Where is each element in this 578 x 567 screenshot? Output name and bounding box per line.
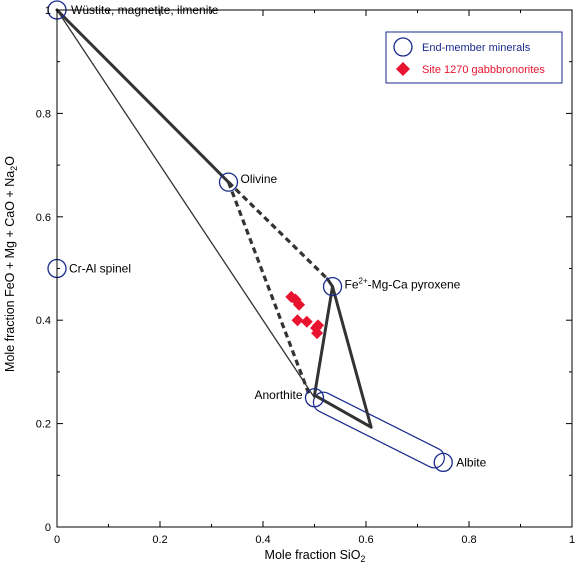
legend-circle-marker — [393, 37, 413, 57]
legend-diamond-marker — [396, 62, 410, 76]
x-tick-label: 0 — [54, 534, 60, 546]
y-axis-label-subscript: 2 — [9, 166, 19, 171]
y-axis-label: Mole fraction FeO + Mg + CaO + Na2O — [3, 156, 19, 372]
x-tick-label: 0.8 — [461, 534, 476, 546]
x-axis-ticks: 0 0.2 0.4 0.6 0.8 1 — [54, 10, 575, 546]
x-tick-label: 0.4 — [255, 534, 270, 546]
end-member-marker — [218, 172, 239, 192]
legend-label-end-member: End-member minerals — [422, 42, 531, 54]
gabbronorite-point — [293, 298, 306, 311]
x-tick-label: 1 — [569, 534, 575, 546]
tie-line-thin — [56, 9, 316, 399]
end-member-label: Anorthite — [254, 388, 302, 402]
legend: End-member minerals Site 1270 gabbbronor… — [385, 31, 563, 84]
tie-line-thick — [313, 285, 373, 429]
tie-line-dashed — [226, 181, 311, 396]
gabbronorite-point — [311, 327, 324, 340]
tie-line-dashed — [227, 181, 329, 280]
y-axis-ticks: 0 0.2 0.4 0.6 0.8 1 — [36, 5, 572, 534]
gabbronorite-point — [312, 319, 325, 332]
x-axis-label-subscript: 2 — [360, 554, 365, 564]
end-member-label: Fe2+-Mg-Ca pyroxene — [345, 277, 461, 292]
y-tick-label: 0.4 — [36, 315, 51, 327]
y-tick-label: 0.2 — [36, 419, 51, 431]
x-axis-label: Mole fraction SiO2 — [265, 548, 366, 564]
y-tick-label: 0 — [45, 522, 51, 534]
end-member-label: Albite — [456, 455, 486, 469]
y-tick-label: 0.8 — [36, 108, 51, 120]
x-tick-label: 0.6 — [358, 534, 373, 546]
end-member-label: Cr-Al spinel — [69, 262, 131, 276]
x-tick-label: 0.2 — [152, 534, 167, 546]
gabbronorite-point — [300, 315, 313, 328]
end-member-marker — [433, 452, 453, 473]
tie-line-thick — [325, 277, 335, 289]
y-tick-label: 0.6 — [36, 212, 51, 224]
end-member-marker — [322, 276, 343, 297]
albite-anorthite-outline — [312, 391, 445, 469]
end-member-label: Olivine — [240, 172, 277, 186]
end-member-marker — [304, 388, 325, 408]
legend-box — [385, 31, 563, 84]
y-tick-label: 1 — [45, 5, 51, 17]
gabbronorite-point — [291, 314, 304, 327]
tie-line-thick — [55, 8, 230, 184]
legend-label-gabbronorites: Site 1270 gabbbronorites — [422, 64, 545, 76]
plot-area: Wüstite, magnetite, ilmeniteOlivineCr-Al… — [47, 0, 487, 473]
